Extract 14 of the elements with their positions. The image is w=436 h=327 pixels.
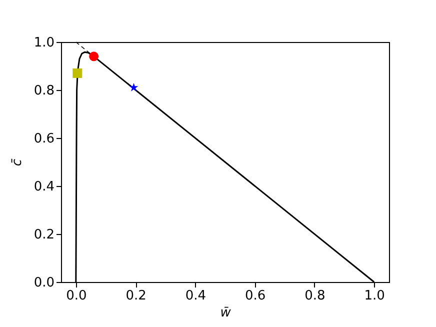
x-tick-label: 0.6 [244,288,266,304]
y-tick-label: 0.4 [34,180,54,194]
y-axis-title: c̄ [10,158,25,166]
y-tick-label: 0.6 [34,132,54,146]
x-tick-label: 1.0 [364,288,385,304]
y-tick-label: 0.0 [34,276,54,290]
x-axis-title: w̄ [220,306,232,320]
x-tick-label: 0.4 [185,288,206,304]
y-tick-label: 1.0 [34,36,54,50]
x-tick-label: 0.2 [126,288,146,304]
y-tick-label: 0.2 [34,228,54,242]
x-tick-label: 0.0 [66,288,87,304]
x-tick-label: 0.8 [304,288,326,304]
y-tick-label: 0.8 [34,84,54,98]
